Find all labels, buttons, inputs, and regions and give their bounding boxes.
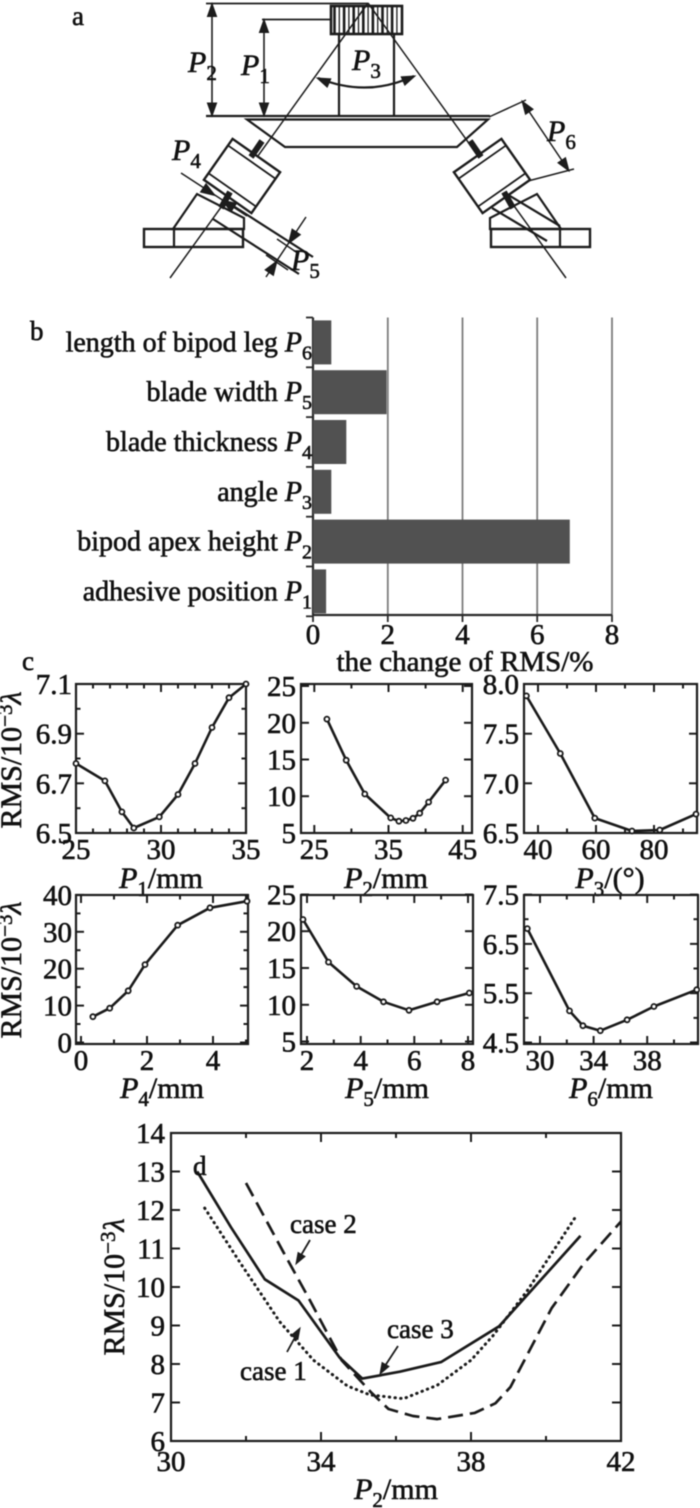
svg-text:38: 38 <box>457 1446 486 1478</box>
svg-text:P1: P1 <box>240 49 270 88</box>
svg-text:9: 9 <box>151 1311 166 1343</box>
svg-text:6.9: 6.9 <box>36 719 72 751</box>
svg-text:11: 11 <box>137 1234 165 1266</box>
svg-text:P5/mm: P5/mm <box>344 1072 429 1111</box>
svg-text:80: 80 <box>640 834 669 866</box>
svg-text:0: 0 <box>74 1045 89 1077</box>
svg-text:35: 35 <box>374 834 403 866</box>
svg-text:25: 25 <box>267 671 296 703</box>
svg-text:4: 4 <box>353 1045 368 1077</box>
svg-text:5: 5 <box>282 818 297 850</box>
svg-text:6: 6 <box>151 1426 166 1458</box>
svg-text:30: 30 <box>526 1045 555 1077</box>
svg-text:RMS/10−3λ: RMS/10−3λ <box>96 1218 131 1355</box>
svg-text:P4/mm: P4/mm <box>119 1072 204 1111</box>
svg-text:8: 8 <box>605 619 620 651</box>
svg-text:6.5: 6.5 <box>36 818 72 850</box>
svg-text:6.7: 6.7 <box>36 768 72 800</box>
svg-text:10: 10 <box>43 991 72 1023</box>
svg-text:8: 8 <box>461 1045 476 1077</box>
svg-text:blade thickness P4: blade thickness P4 <box>106 427 312 464</box>
svg-text:45: 45 <box>448 834 477 866</box>
svg-text:35: 35 <box>232 834 261 866</box>
svg-text:a: a <box>72 1 84 31</box>
svg-text:case 1: case 1 <box>240 1356 307 1386</box>
svg-text:34: 34 <box>307 1446 337 1478</box>
svg-text:b: b <box>30 316 44 346</box>
svg-text:P2/mm: P2/mm <box>343 862 428 901</box>
svg-text:c: c <box>22 646 34 676</box>
svg-text:2: 2 <box>140 1045 155 1077</box>
svg-text:P3/(°): P3/(°) <box>574 862 644 901</box>
svg-text:5.5: 5.5 <box>483 978 519 1010</box>
svg-text:5: 5 <box>282 1027 297 1059</box>
svg-text:4: 4 <box>206 1045 221 1077</box>
svg-text:42: 42 <box>607 1446 636 1478</box>
svg-text:8: 8 <box>151 1349 166 1381</box>
svg-text:15: 15 <box>267 953 296 985</box>
svg-text:2: 2 <box>381 619 396 651</box>
svg-text:25: 25 <box>267 880 296 912</box>
svg-text:25: 25 <box>300 834 329 866</box>
svg-text:13: 13 <box>136 1157 165 1189</box>
svg-text:P3: P3 <box>351 44 381 83</box>
svg-text:40: 40 <box>43 880 72 912</box>
svg-text:20: 20 <box>267 708 296 740</box>
svg-text:P1/mm: P1/mm <box>118 862 203 901</box>
svg-text:P4: P4 <box>171 134 201 173</box>
svg-text:40: 40 <box>524 834 553 866</box>
svg-text:P6/mm: P6/mm <box>568 1072 653 1111</box>
svg-text:6: 6 <box>407 1045 422 1077</box>
svg-text:P5: P5 <box>290 244 320 283</box>
svg-text:6.5: 6.5 <box>483 929 519 961</box>
svg-text:7.1: 7.1 <box>36 669 72 701</box>
svg-text:10: 10 <box>267 781 296 813</box>
svg-text:20: 20 <box>267 916 296 948</box>
svg-text:14: 14 <box>136 1118 166 1150</box>
svg-text:8.0: 8.0 <box>483 669 519 701</box>
svg-text:case 3: case 3 <box>387 1314 454 1344</box>
svg-text:10: 10 <box>136 1272 165 1304</box>
svg-text:12: 12 <box>136 1195 165 1227</box>
svg-text:7.0: 7.0 <box>483 768 519 800</box>
svg-text:4.5: 4.5 <box>483 1028 519 1060</box>
svg-text:7: 7 <box>151 1388 166 1420</box>
svg-text:the change of RMS/%: the change of RMS/% <box>337 646 594 678</box>
svg-text:60: 60 <box>582 834 611 866</box>
svg-text:15: 15 <box>267 745 296 777</box>
svg-text:30: 30 <box>147 834 176 866</box>
svg-text:adhesive position P1: adhesive position P1 <box>83 576 312 613</box>
svg-text:20: 20 <box>43 954 72 986</box>
svg-text:38: 38 <box>633 1045 662 1077</box>
svg-text:6.5: 6.5 <box>483 818 519 850</box>
svg-text:30: 30 <box>157 1446 186 1478</box>
svg-text:0: 0 <box>306 619 321 651</box>
svg-text:P2: P2 <box>187 46 217 85</box>
svg-text:0: 0 <box>58 1028 73 1060</box>
svg-text:4: 4 <box>455 619 470 651</box>
svg-text:6: 6 <box>530 619 545 651</box>
svg-text:P2/mm: P2/mm <box>353 1473 438 1508</box>
svg-text:10: 10 <box>267 990 296 1022</box>
svg-text:d: d <box>193 1151 207 1181</box>
svg-text:case 2: case 2 <box>290 1209 357 1239</box>
svg-text:7.5: 7.5 <box>483 719 519 751</box>
svg-text:30: 30 <box>43 917 72 949</box>
svg-text:34: 34 <box>579 1045 609 1077</box>
svg-text:2: 2 <box>300 1045 315 1077</box>
svg-text:25: 25 <box>62 834 91 866</box>
svg-text:RMS/10−3λ: RMS/10−3λ <box>0 691 28 828</box>
svg-text:7.5: 7.5 <box>483 880 519 912</box>
svg-text:P6: P6 <box>546 115 576 154</box>
